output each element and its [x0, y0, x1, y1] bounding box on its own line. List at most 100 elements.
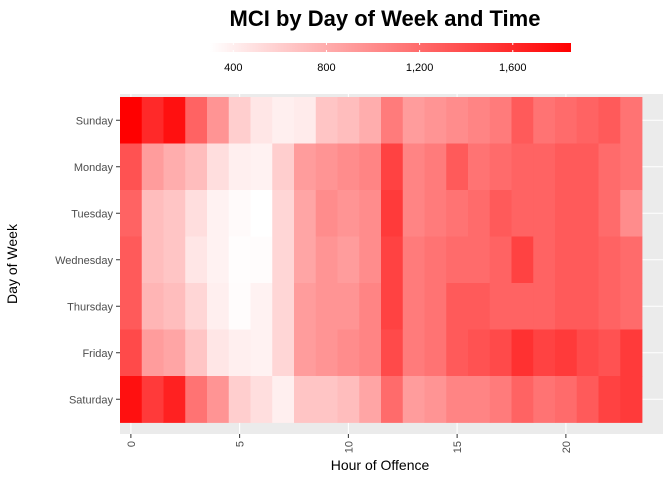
heatmap-cell: [402, 97, 425, 144]
heatmap-cell: [533, 283, 556, 330]
heatmap-cell: [620, 283, 643, 330]
heatmap-cell: [359, 97, 382, 144]
y-tick-label: Sunday: [76, 115, 114, 127]
y-tick-label: Thursday: [67, 301, 113, 313]
heatmap-cell: [533, 376, 556, 423]
heatmap-cell: [294, 283, 317, 330]
heatmap-cell: [250, 329, 273, 377]
heatmap-cell: [511, 236, 534, 284]
heatmap-cell: [163, 97, 186, 144]
heatmap-cell: [555, 376, 578, 423]
heatmap-cell: [141, 190, 164, 237]
heatmap-cell: [163, 190, 186, 237]
heatmap-cell: [272, 376, 295, 423]
heatmap-cell: [402, 283, 425, 330]
heatmap-cell: [272, 190, 295, 237]
heatmap-cell: [163, 236, 186, 284]
heatmap-cells: [120, 97, 643, 423]
heatmap-cell: [489, 190, 512, 237]
heatmap-cell: [381, 236, 404, 284]
heatmap-cell: [533, 329, 556, 377]
heatmap-cell: [207, 97, 230, 144]
heatmap-cell: [185, 329, 208, 377]
heatmap-cell: [294, 97, 317, 144]
heatmap-cell: [511, 190, 534, 237]
heatmap-cell: [228, 190, 251, 237]
heatmap-cell: [576, 143, 599, 191]
color-legend: 400 800 1,200 1,600: [210, 43, 571, 74]
heatmap-cell: [337, 283, 360, 330]
heatmap-cell: [141, 236, 164, 284]
heatmap-cell: [381, 143, 404, 191]
heatmap-cell: [424, 376, 447, 423]
heatmap-cell: [620, 97, 643, 144]
heatmap-cell: [185, 143, 208, 191]
heatmap-cell: [511, 329, 534, 377]
heatmap-cell: [489, 329, 512, 377]
heatmap-cell: [359, 236, 382, 284]
heatmap-cell: [468, 376, 491, 423]
heatmap-cell: [315, 376, 338, 423]
heatmap-cell: [337, 143, 360, 191]
y-tick-label: Saturday: [69, 394, 114, 406]
heatmap-cell: [620, 143, 643, 191]
heatmap-cell: [555, 190, 578, 237]
heatmap-cell: [555, 97, 578, 144]
heatmap-cell: [489, 143, 512, 191]
heatmap-cell: [185, 376, 208, 423]
heatmap-cell: [120, 329, 143, 377]
heatmap-cell: [228, 329, 251, 377]
heatmap-cell: [489, 376, 512, 423]
heatmap-cell: [381, 329, 404, 377]
heatmap-cell: [381, 283, 404, 330]
heatmap-cell: [272, 283, 295, 330]
heatmap-cell: [163, 143, 186, 191]
y-tick-label: Tuesday: [71, 208, 113, 220]
heatmap-cell: [120, 143, 143, 191]
heatmap-cell: [576, 236, 599, 284]
heatmap-cell: [185, 283, 208, 330]
heatmap-cell: [163, 329, 186, 377]
heatmap-cell: [489, 236, 512, 284]
heatmap-cell: [315, 143, 338, 191]
heatmap-cell: [446, 376, 469, 423]
x-tick-label: 15: [452, 441, 464, 453]
heatmap-cell: [402, 329, 425, 377]
heatmap-cell: [359, 283, 382, 330]
heatmap-cell: [468, 283, 491, 330]
heatmap-cell: [446, 190, 469, 237]
x-axis-label: Hour of Offence: [331, 457, 430, 473]
heatmap-cell: [533, 236, 556, 284]
heatmap-cell: [468, 97, 491, 144]
heatmap-cell: [141, 283, 164, 330]
heatmap-cell: [424, 97, 447, 144]
heatmap-cell: [163, 283, 186, 330]
heatmap-cell: [359, 190, 382, 237]
heatmap-cell: [228, 236, 251, 284]
heatmap-cell: [402, 236, 425, 284]
legend-tick-label: 1,600: [499, 62, 527, 74]
heatmap-cell: [446, 236, 469, 284]
heatmap-cell: [598, 97, 621, 144]
x-tick-label: 5: [235, 441, 247, 447]
heatmap-cell: [489, 97, 512, 144]
heatmap-cell: [294, 329, 317, 377]
heatmap-cell: [576, 329, 599, 377]
heatmap-cell: [555, 283, 578, 330]
heatmap-cell: [228, 376, 251, 423]
heatmap-cell: [337, 376, 360, 423]
heatmap-cell: [533, 143, 556, 191]
heatmap-cell: [337, 97, 360, 144]
heatmap-cell: [337, 329, 360, 377]
heatmap-cell: [228, 97, 251, 144]
heatmap-cell: [207, 190, 230, 237]
heatmap-cell: [446, 283, 469, 330]
heatmap-cell: [424, 190, 447, 237]
heatmap-cell: [598, 283, 621, 330]
heatmap-cell: [446, 97, 469, 144]
heatmap-cell: [446, 329, 469, 377]
legend-tick-label: 1,200: [406, 62, 434, 74]
chart-title: MCI by Day of Week and Time: [230, 6, 541, 31]
heatmap-cell: [272, 329, 295, 377]
